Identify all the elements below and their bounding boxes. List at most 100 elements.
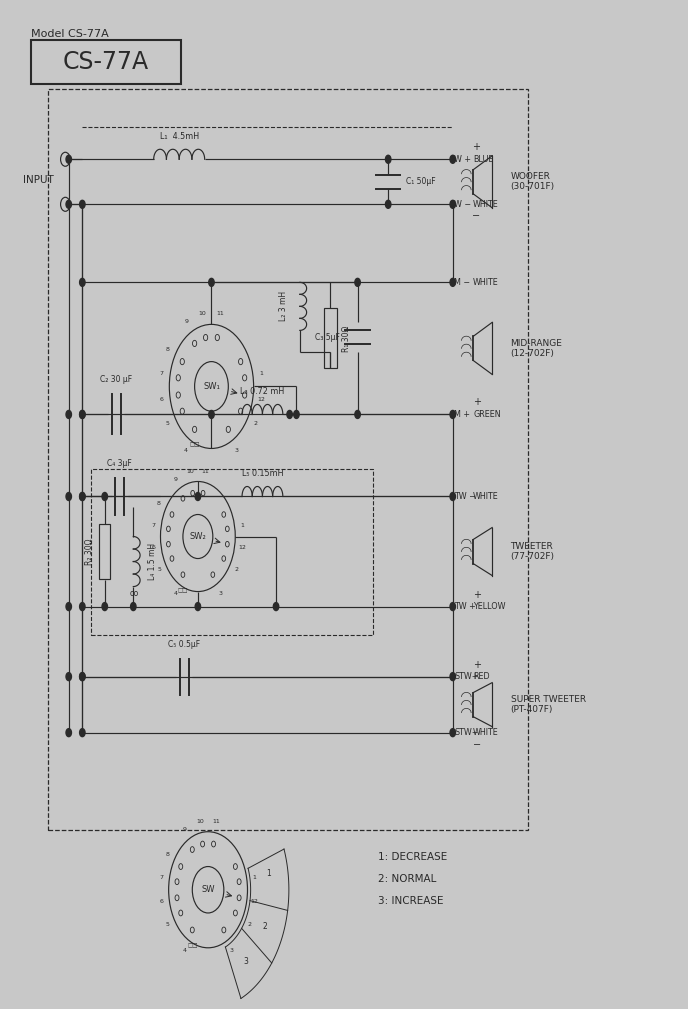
Text: □□: □□ bbox=[187, 943, 197, 948]
Circle shape bbox=[450, 411, 455, 419]
Text: M +: M + bbox=[454, 410, 470, 419]
Text: 4: 4 bbox=[184, 448, 189, 453]
Text: 10: 10 bbox=[196, 818, 204, 823]
Text: TW −: TW − bbox=[454, 492, 476, 501]
Text: 12: 12 bbox=[250, 899, 259, 904]
Text: 5: 5 bbox=[165, 922, 169, 927]
Text: WHITE: WHITE bbox=[473, 277, 499, 287]
Text: C₃ 5μF: C₃ 5μF bbox=[315, 333, 340, 342]
Text: C₁ 50μF: C₁ 50μF bbox=[406, 178, 436, 187]
Text: L₁  4.5mH: L₁ 4.5mH bbox=[160, 132, 199, 141]
Text: 4: 4 bbox=[182, 947, 186, 952]
Text: SUPER TWEETER
(PT-407F): SUPER TWEETER (PT-407F) bbox=[510, 695, 585, 714]
Text: BLUE: BLUE bbox=[473, 154, 493, 163]
Text: 7: 7 bbox=[160, 371, 164, 376]
Text: +: + bbox=[472, 142, 480, 152]
Circle shape bbox=[131, 602, 136, 610]
Text: 11: 11 bbox=[202, 469, 210, 474]
Text: +: + bbox=[473, 398, 481, 408]
Circle shape bbox=[450, 492, 455, 500]
Text: 5: 5 bbox=[157, 567, 161, 572]
Text: SW: SW bbox=[202, 885, 215, 894]
Text: 3: 3 bbox=[218, 591, 222, 596]
Circle shape bbox=[66, 201, 72, 208]
Circle shape bbox=[450, 728, 455, 737]
Circle shape bbox=[450, 278, 455, 287]
Text: WHITE: WHITE bbox=[473, 728, 499, 738]
Text: 4: 4 bbox=[173, 591, 178, 596]
Text: −: − bbox=[473, 740, 482, 750]
Circle shape bbox=[287, 411, 292, 419]
Text: Model CS-77A: Model CS-77A bbox=[32, 29, 109, 39]
Text: 7: 7 bbox=[151, 523, 155, 528]
Text: RED: RED bbox=[473, 672, 490, 681]
Circle shape bbox=[102, 602, 107, 610]
Text: W −: W − bbox=[454, 200, 471, 209]
Circle shape bbox=[385, 155, 391, 163]
Text: C₄ 3μF: C₄ 3μF bbox=[107, 459, 132, 468]
Text: 8: 8 bbox=[165, 853, 169, 858]
Text: 9: 9 bbox=[182, 827, 186, 832]
Text: SW₁: SW₁ bbox=[203, 382, 220, 390]
Text: 3: 3 bbox=[235, 448, 239, 453]
Circle shape bbox=[450, 673, 455, 681]
Text: R₂ 30Ω: R₂ 30Ω bbox=[85, 538, 94, 565]
Circle shape bbox=[80, 201, 85, 208]
Circle shape bbox=[450, 155, 455, 163]
Text: 1: 1 bbox=[266, 870, 271, 879]
Text: C₅ 0.5μF: C₅ 0.5μF bbox=[168, 640, 200, 649]
Text: 1: DECREASE: 1: DECREASE bbox=[378, 852, 447, 862]
Text: W +: W + bbox=[454, 154, 471, 163]
Text: M −: M − bbox=[454, 277, 470, 287]
Text: 3: 3 bbox=[244, 957, 248, 966]
Circle shape bbox=[385, 201, 391, 208]
Text: WHITE: WHITE bbox=[473, 200, 499, 209]
Text: 11: 11 bbox=[213, 818, 220, 823]
Circle shape bbox=[80, 673, 85, 681]
Text: 2: 2 bbox=[262, 922, 267, 931]
Circle shape bbox=[294, 411, 299, 419]
Text: +: + bbox=[473, 589, 481, 599]
Text: −: − bbox=[472, 211, 480, 221]
Text: STW+: STW+ bbox=[454, 672, 478, 681]
Text: SW₂: SW₂ bbox=[189, 532, 206, 541]
Circle shape bbox=[80, 411, 85, 419]
Circle shape bbox=[80, 728, 85, 737]
Circle shape bbox=[80, 602, 85, 610]
Text: 7: 7 bbox=[160, 875, 164, 880]
Circle shape bbox=[66, 411, 72, 419]
Text: 6: 6 bbox=[152, 546, 155, 551]
Text: 12: 12 bbox=[238, 546, 246, 551]
Text: 12: 12 bbox=[257, 397, 265, 402]
Text: GREEN: GREEN bbox=[473, 410, 501, 419]
Text: YELLOW: YELLOW bbox=[473, 602, 506, 611]
Circle shape bbox=[80, 492, 85, 500]
Text: 10: 10 bbox=[199, 311, 206, 316]
Text: 1: 1 bbox=[259, 371, 264, 376]
Bar bbox=[99, 524, 110, 579]
Circle shape bbox=[66, 728, 72, 737]
Text: 2: 2 bbox=[253, 421, 257, 426]
Circle shape bbox=[66, 155, 72, 163]
Text: MID-RANGE
(12-702F): MID-RANGE (12-702F) bbox=[510, 339, 562, 358]
Text: 1: 1 bbox=[252, 875, 257, 880]
Text: TW +: TW + bbox=[454, 602, 476, 611]
Circle shape bbox=[273, 602, 279, 610]
Text: 3: INCREASE: 3: INCREASE bbox=[378, 896, 444, 906]
Text: □□: □□ bbox=[178, 587, 189, 592]
Text: 8: 8 bbox=[166, 347, 170, 352]
Circle shape bbox=[195, 602, 201, 610]
Text: 9: 9 bbox=[173, 477, 178, 482]
Circle shape bbox=[80, 278, 85, 287]
Text: 2: 2 bbox=[247, 922, 251, 927]
Circle shape bbox=[102, 492, 107, 500]
Text: 6: 6 bbox=[160, 899, 164, 904]
Circle shape bbox=[195, 492, 201, 500]
Text: 11: 11 bbox=[216, 311, 224, 316]
Text: CS-77A: CS-77A bbox=[63, 50, 149, 75]
Text: 8: 8 bbox=[157, 501, 161, 506]
Text: WOOFER
(30-701F): WOOFER (30-701F) bbox=[510, 173, 555, 192]
Text: WHITE: WHITE bbox=[473, 492, 499, 501]
Circle shape bbox=[80, 411, 85, 419]
Text: L₂ 3 mH: L₂ 3 mH bbox=[279, 292, 288, 322]
